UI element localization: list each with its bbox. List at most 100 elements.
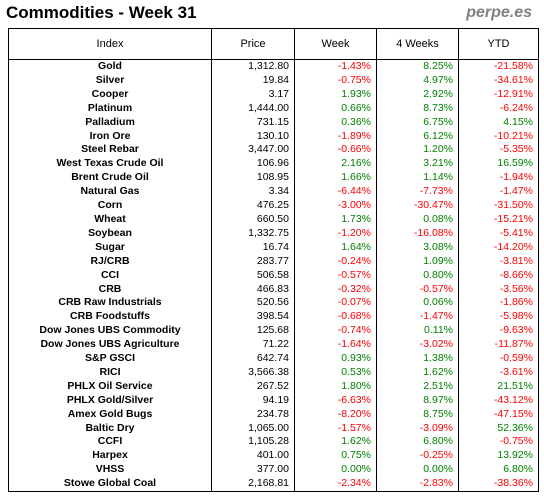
price-cell: 1,065.00 [211,421,295,436]
price-cell: 3.34 [211,185,295,200]
ytd-cell: -0.59% [458,352,539,366]
four-weeks-cell: 2.51% [376,379,459,394]
table-row: PHLX Oil Service 267.52 1.80% 2.51% 21.51% [8,379,539,394]
price-cell: 94.19 [211,393,295,408]
four-weeks-cell: -0.25% [376,449,459,464]
price-cell: 283.77 [211,254,295,269]
price-cell: 398.54 [211,310,295,325]
price-cell: 108.95 [211,171,295,186]
four-weeks-cell: 3.21% [376,157,459,172]
index-cell: Natural Gas [8,185,212,200]
ytd-cell: 13.92% [458,449,539,464]
week-cell: -0.66% [294,143,377,158]
week-cell: -1.89% [294,129,377,144]
four-weeks-cell: -7.73% [376,185,459,200]
four-weeks-cell: 8.75% [376,407,459,422]
four-weeks-cell: 0.00% [376,463,459,478]
price-cell: 506.58 [211,268,295,283]
index-cell: Dow Jones UBS Commodity [8,324,212,339]
table-row: Gold 1,312.80 -1.43% 8.25% -21.58% [8,59,539,74]
week-cell: -1.64% [294,338,377,353]
four-weeks-cell: 1.09% [376,254,459,269]
index-cell: West Texas Crude Oil [8,157,212,172]
four-weeks-cell: 6.80% [376,435,459,450]
week-cell: 1.73% [294,212,377,227]
week-cell: -6.44% [294,185,377,200]
price-cell: 731.15 [211,115,295,130]
price-cell: 267.52 [211,379,295,394]
index-cell: Soybean [8,226,212,241]
price-cell: 130.10 [211,129,295,144]
ytd-cell: 16.59% [458,157,539,172]
four-weeks-cell: -30.47% [376,199,459,213]
index-cell: CCFI [8,435,212,450]
commodities-table: Index Price Week 4 Weeks YTD Gold 1,312.8… [8,28,539,493]
index-cell: Gold [8,59,212,74]
table-row: Amex Gold Bugs 234.78 -8.20% 8.75% -47.15% [8,407,539,422]
week-cell: 1.64% [294,240,377,255]
week-cell: 2.16% [294,157,377,172]
four-weeks-cell: -3.02% [376,338,459,353]
four-weeks-cell: 0.80% [376,268,459,283]
price-cell: 1,332.75 [211,226,295,241]
ytd-cell: -15.21% [458,212,539,227]
ytd-cell: -1.86% [458,296,539,311]
ytd-cell: -5.35% [458,143,539,158]
ytd-cell: 4.15% [458,115,539,130]
four-weeks-cell: 0.11% [376,324,459,339]
week-cell: -0.75% [294,73,377,88]
ytd-cell: -5.98% [458,310,539,325]
index-cell: Sugar [8,240,212,255]
price-cell: 3,447.00 [211,143,295,158]
four-weeks-cell: 0.08% [376,212,459,227]
table-row: Brent Crude Oil 108.95 1.66% 1.14% -1.94% [8,171,539,186]
index-cell: Brent Crude Oil [8,171,212,186]
week-cell: -1.20% [294,226,377,241]
table-row: Cooper 3.17 1.93% 2.92% -12.91% [8,87,539,102]
index-cell: Stowe Global Coal [8,477,212,493]
four-weeks-cell: 1.14% [376,171,459,186]
table-row: VHSS 377.00 0.00% 0.00% 6.80% [8,463,539,478]
table-row: Dow Jones UBS Agriculture 71.22 -1.64% -3.0… [8,338,539,353]
table-row: Harpex 401.00 0.75% -0.25% 13.92% [8,449,539,464]
index-cell: Steel Rebar [8,143,212,158]
index-cell: RJ/CRB [8,254,212,269]
week-cell: -0.74% [294,324,377,339]
table-row: Palladium 731.15 0.36% 6.75% 4.15% [8,115,539,130]
table-row: Natural Gas 3.34 -6.44% -7.73% -1.47% [8,185,539,200]
ytd-cell: -8.66% [458,268,539,283]
table-row: West Texas Crude Oil 106.96 2.16% 3.21% 16.5… [8,157,539,172]
week-cell: 1.66% [294,171,377,186]
week-cell: -3.00% [294,199,377,213]
index-cell: Wheat [8,212,212,227]
week-cell: -6.63% [294,393,377,408]
table-row: Dow Jones UBS Commodity 125.68 -0.74% 0.11%… [8,324,539,339]
ytd-cell: -10.21% [458,129,539,144]
week-cell: 0.66% [294,101,377,116]
week-cell: -2.34% [294,477,377,493]
four-weeks-cell: 4.97% [376,73,459,88]
column-header-index: Index [8,28,212,60]
ytd-cell: -14.20% [458,240,539,255]
ytd-cell: -1.47% [458,185,539,200]
price-cell: 466.83 [211,282,295,297]
ytd-cell: -12.91% [458,87,539,102]
week-cell: 1.80% [294,379,377,394]
table-row: Silver 19.84 -0.75% 4.97% -34.61% [8,73,539,88]
index-cell: Amex Gold Bugs [8,407,212,422]
price-cell: 1,312.80 [211,59,295,74]
index-cell: PHLX Gold/Silver [8,393,212,408]
index-cell: RICI [8,365,212,380]
index-cell: Corn [8,199,212,213]
four-weeks-cell: 8.97% [376,393,459,408]
index-cell: Cooper [8,87,212,102]
price-cell: 520.56 [211,296,295,311]
table-row: Wheat 660.50 1.73% 0.08% -15.21% [8,212,539,227]
week-cell: 1.62% [294,435,377,450]
ytd-cell: -9.63% [458,324,539,339]
four-weeks-cell: -3.09% [376,421,459,436]
week-cell: 1.93% [294,87,377,102]
week-cell: -0.24% [294,254,377,269]
table-row: PHLX Gold/Silver 94.19 -6.63% 8.97% -43.12% [8,393,539,408]
ytd-cell: -5.41% [458,226,539,241]
